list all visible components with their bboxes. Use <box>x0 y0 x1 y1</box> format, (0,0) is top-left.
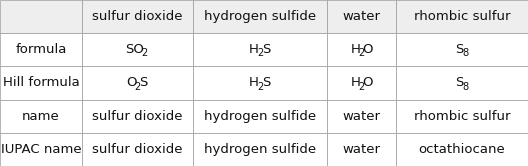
Bar <box>327 66 396 100</box>
Bar <box>0 100 82 133</box>
Bar <box>193 66 327 100</box>
Text: S: S <box>262 77 270 89</box>
Bar <box>396 133 528 166</box>
Bar <box>327 133 396 166</box>
Text: 8: 8 <box>463 48 469 58</box>
Text: hydrogen sulfide: hydrogen sulfide <box>204 143 316 156</box>
Text: 2: 2 <box>257 48 263 58</box>
Text: 2: 2 <box>257 82 263 92</box>
Text: H: H <box>351 43 361 56</box>
Text: 2: 2 <box>142 48 148 58</box>
Bar <box>82 100 193 133</box>
Bar <box>396 0 528 33</box>
Text: H: H <box>351 77 361 89</box>
Bar <box>0 66 82 100</box>
Bar <box>193 33 327 66</box>
Bar <box>0 0 82 33</box>
Bar <box>327 100 396 133</box>
Bar <box>193 100 327 133</box>
Text: rhombic sulfur: rhombic sulfur <box>414 10 510 23</box>
Text: water: water <box>343 143 381 156</box>
Bar <box>82 0 193 33</box>
Text: H: H <box>249 43 259 56</box>
Text: Hill formula: Hill formula <box>3 77 79 89</box>
Bar <box>82 33 193 66</box>
Text: 2: 2 <box>359 48 365 58</box>
Bar <box>327 0 396 33</box>
Text: S: S <box>139 77 147 89</box>
Bar <box>396 66 528 100</box>
Text: water: water <box>343 110 381 123</box>
Text: water: water <box>343 10 381 23</box>
Text: IUPAC name: IUPAC name <box>1 143 81 156</box>
Bar <box>0 33 82 66</box>
Text: sulfur dioxide: sulfur dioxide <box>92 143 183 156</box>
Text: O: O <box>363 43 373 56</box>
Text: S: S <box>455 43 464 56</box>
Text: H: H <box>249 77 259 89</box>
Bar <box>327 33 396 66</box>
Bar <box>396 33 528 66</box>
Bar <box>193 0 327 33</box>
Text: S: S <box>455 77 464 89</box>
Text: name: name <box>22 110 60 123</box>
Text: octathiocane: octathiocane <box>419 143 505 156</box>
Bar <box>396 100 528 133</box>
Text: hydrogen sulfide: hydrogen sulfide <box>204 110 316 123</box>
Bar <box>0 133 82 166</box>
Text: 2: 2 <box>134 82 140 92</box>
Text: 2: 2 <box>359 82 365 92</box>
Bar <box>193 133 327 166</box>
Text: hydrogen sulfide: hydrogen sulfide <box>204 10 316 23</box>
Text: sulfur dioxide: sulfur dioxide <box>92 110 183 123</box>
Bar <box>82 133 193 166</box>
Text: O: O <box>126 77 136 89</box>
Bar <box>82 66 193 100</box>
Text: 8: 8 <box>463 82 469 92</box>
Text: rhombic sulfur: rhombic sulfur <box>414 110 510 123</box>
Text: formula: formula <box>15 43 67 56</box>
Text: SO: SO <box>125 43 144 56</box>
Text: sulfur dioxide: sulfur dioxide <box>92 10 183 23</box>
Text: S: S <box>262 43 270 56</box>
Text: O: O <box>363 77 373 89</box>
